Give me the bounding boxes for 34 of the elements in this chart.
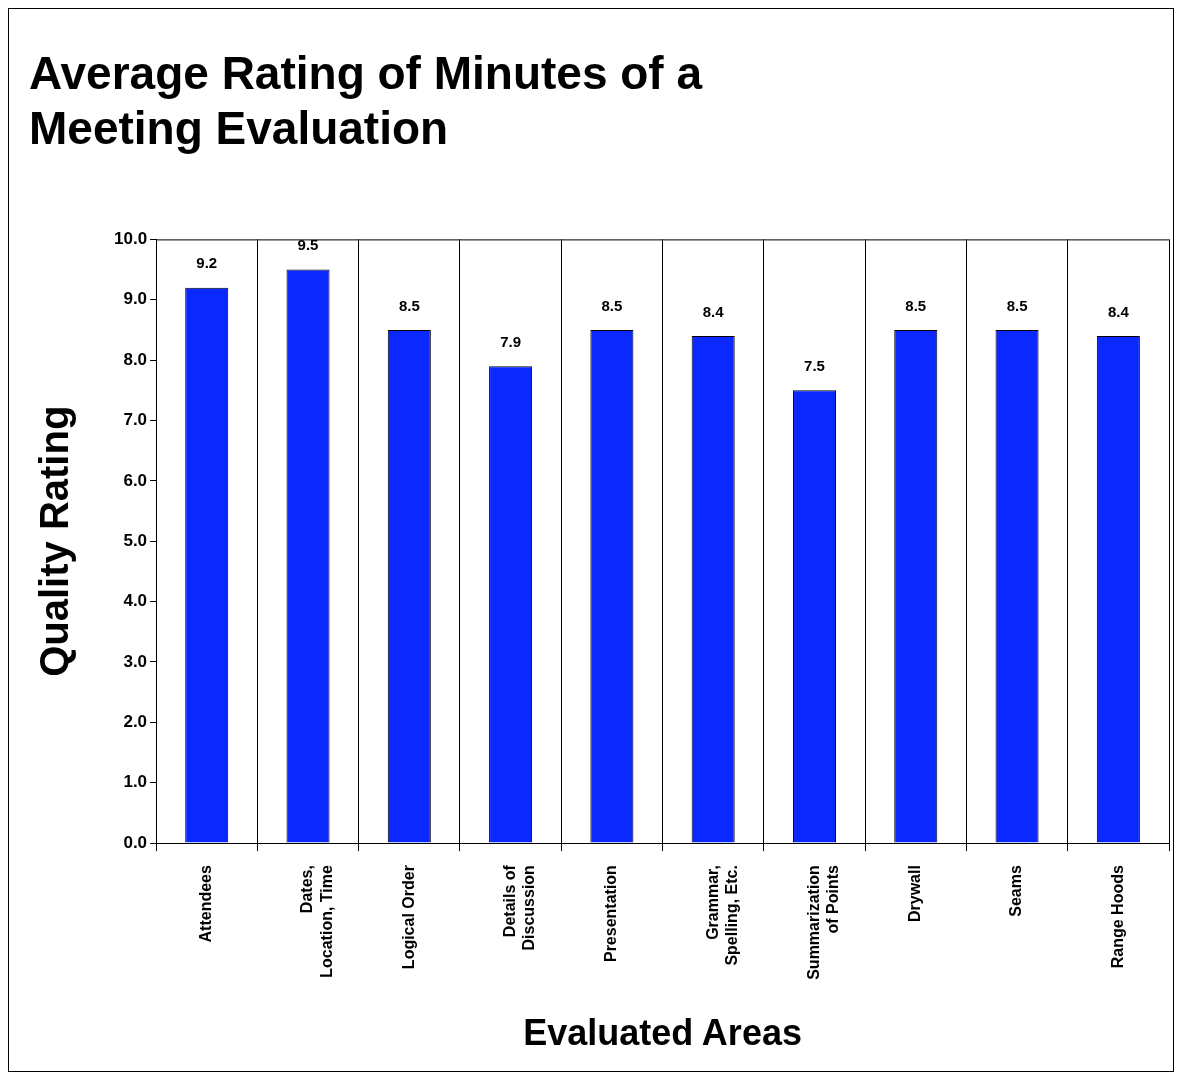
y-tick-label: 0.0 — [123, 832, 148, 852]
chart-title: Average Rating of Minutes of a Meeting Evaluation — [29, 47, 703, 155]
data-label: 8.5 — [601, 296, 623, 314]
x-tick-label: Logical Order — [399, 865, 417, 970]
data-label: 8.5 — [905, 296, 927, 314]
y-tick-label: 8.0 — [123, 349, 148, 369]
y-tick-label: 3.0 — [123, 651, 148, 671]
data-label: 8.4 — [702, 302, 725, 320]
y-axis-title: Quality Rating — [32, 405, 77, 677]
data-label: 9.2 — [196, 254, 218, 272]
data-label: 8.5 — [398, 296, 420, 314]
x-tick-label: Seams — [1007, 865, 1025, 917]
data-label: 7.9 — [500, 332, 522, 350]
x-tick-label: Attendees — [197, 865, 215, 943]
y-tick-label: 7.0 — [123, 410, 148, 430]
x-tick-label: Dates, Location, Time — [298, 865, 335, 978]
x-tick-label: Presentation — [602, 865, 620, 963]
x-tick-label: Range Hoods — [1108, 865, 1126, 969]
y-tick-label: 1.0 — [123, 772, 148, 792]
x-tick-label: Grammar, Spelling, Etc. — [703, 865, 740, 966]
x-tick-label: Details of Discussion — [501, 864, 538, 951]
y-tick-label: 10.0 — [113, 229, 148, 249]
data-label: 7.5 — [804, 356, 825, 374]
y-tick-label: 9.0 — [123, 289, 148, 309]
x-tick-label: Drywall — [906, 865, 924, 923]
y-tick-label: 6.0 — [123, 470, 148, 490]
y-tick-label: 2.0 — [123, 712, 148, 732]
y-tick-label: 4.0 — [123, 591, 148, 611]
y-tick-label: 5.0 — [123, 530, 148, 550]
x-axis-title: Evaluated Areas — [523, 1012, 802, 1054]
data-label: 8.4 — [1107, 302, 1130, 320]
x-tick-label: Summarization of Points — [804, 865, 842, 980]
data-label: 8.5 — [1006, 296, 1028, 314]
data-label: 9.5 — [297, 236, 319, 254]
